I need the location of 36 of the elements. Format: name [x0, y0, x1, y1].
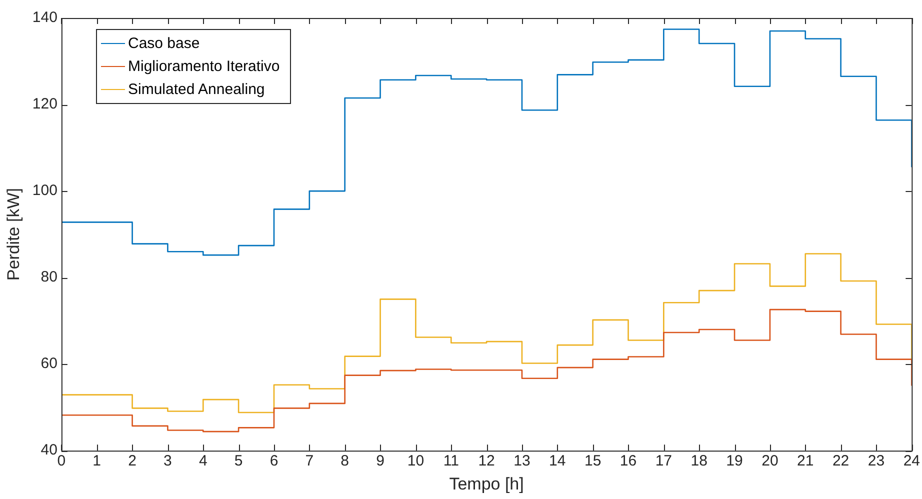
x-tick-label: 4 — [198, 452, 208, 470]
x-tick-label: 16 — [620, 452, 637, 470]
x-tick-label: 15 — [584, 452, 602, 470]
x-tick-label: 24 — [903, 452, 920, 470]
y-tick-label: 80 — [40, 268, 58, 286]
x-tick-label: 6 — [270, 452, 278, 470]
y-tick-label: 140 — [32, 9, 58, 26]
x-tick-label: 7 — [305, 452, 314, 470]
legend-label: Caso base — [128, 35, 200, 52]
x-tick-label: 9 — [376, 452, 384, 470]
x-tick-label: 2 — [128, 452, 136, 470]
x-tick-label: 22 — [832, 452, 850, 470]
y-tick-label: 40 — [40, 442, 58, 459]
legend-label: Simulated Annealing — [128, 81, 265, 98]
x-tick-label: 0 — [57, 452, 66, 470]
x-tick-label: 23 — [868, 452, 885, 470]
y-tick-label: 100 — [32, 182, 58, 200]
x-tick-label: 5 — [234, 452, 243, 470]
x-tick-label: 8 — [340, 452, 350, 470]
x-tick-label: 10 — [407, 452, 424, 470]
x-tick-label: 12 — [478, 452, 495, 470]
y-axis-title: Perdite [kW] — [4, 188, 23, 281]
x-tick-label: 13 — [514, 452, 530, 470]
x-tick-label: 1 — [92, 452, 102, 470]
x-tick-label: 17 — [655, 452, 672, 470]
legend-label: Miglioramento Iterativo — [128, 58, 280, 75]
x-axis-title: Tempo [h] — [449, 474, 524, 494]
x-tick-label: 14 — [549, 452, 566, 470]
x-tick-label: 18 — [690, 452, 708, 470]
x-tick-label: 20 — [762, 452, 778, 470]
x-tick-label: 11 — [443, 452, 459, 470]
y-tick-label: 60 — [40, 355, 58, 372]
x-tick-label: 21 — [797, 452, 814, 470]
x-tick-label: 3 — [164, 452, 172, 470]
y-tick-label: 120 — [32, 96, 58, 113]
x-tick-label: 19 — [726, 452, 743, 470]
